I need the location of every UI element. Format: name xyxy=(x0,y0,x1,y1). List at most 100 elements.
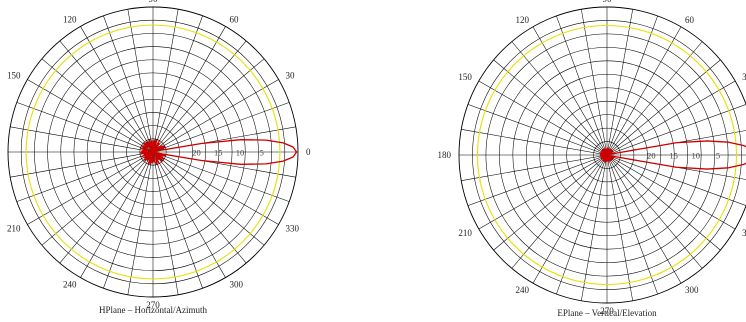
grid-spoke xyxy=(152,151,179,295)
grid-spoke xyxy=(152,151,247,264)
grid-spoke xyxy=(606,154,721,251)
grid-spoke xyxy=(152,151,290,202)
grid-spoke xyxy=(152,58,265,153)
grid-spoke xyxy=(478,80,608,156)
grid-spoke xyxy=(59,40,154,153)
grid-spoke xyxy=(478,154,608,230)
grid-spoke xyxy=(606,15,658,156)
grid-spoke xyxy=(532,154,608,284)
grid-spoke xyxy=(152,151,203,289)
angle-tick-label: 300 xyxy=(685,285,699,295)
grid-spoke xyxy=(152,9,179,153)
radial-tick-label: 15 xyxy=(669,151,678,161)
angle-tick-label: 150 xyxy=(458,72,472,82)
angle-tick-label: 60 xyxy=(230,15,240,25)
grid-spoke xyxy=(80,151,154,278)
pattern-center xyxy=(603,151,611,159)
grid-spoke xyxy=(606,80,736,156)
grid-spoke xyxy=(103,151,154,289)
grid-spoke xyxy=(152,26,226,153)
grid-spoke xyxy=(606,104,746,156)
radiation-pattern-line xyxy=(140,139,298,165)
grid-spoke xyxy=(16,102,154,153)
angle-tick-label: 240 xyxy=(516,285,530,295)
radial-tick-label: 5 xyxy=(716,151,720,161)
grid-spoke xyxy=(461,154,608,181)
grid-spoke xyxy=(467,154,608,206)
angle-tick-label: 210 xyxy=(7,224,21,234)
angle-tick-label: 30 xyxy=(286,71,296,81)
radial-tick-label: 10 xyxy=(692,151,701,161)
angle-tick-label: 270 xyxy=(600,306,614,316)
grid-spoke xyxy=(127,9,154,153)
grid-spoke xyxy=(606,154,736,230)
grid-spoke xyxy=(27,79,154,153)
grid-spoke xyxy=(152,40,247,153)
grid-spoke xyxy=(41,151,154,246)
angle-tick-label: 180 xyxy=(438,150,452,160)
chart-caption: EPlane – Vertical/Elevation xyxy=(557,308,657,318)
grid-spoke xyxy=(606,154,746,206)
angle-tick-label: 180 xyxy=(0,147,1,157)
grid-spoke xyxy=(493,154,608,251)
grid-spoke xyxy=(10,151,154,178)
angle-tick-label: 0 xyxy=(306,147,311,157)
grid-spoke xyxy=(606,154,703,269)
chart-caption: HPlane – Horizontal/Azimuth xyxy=(99,305,207,315)
angle-tick-label: 330 xyxy=(286,224,300,234)
grid-spoke xyxy=(152,102,290,153)
eplane-polar-chart: 30 60 90 120 150 180 210 240 270 300 330 20 15 10 5 EPl… xyxy=(438,0,746,318)
radial-tick-label: 10 xyxy=(236,148,245,158)
reference-ring xyxy=(25,24,281,280)
angle-tick-label: 90 xyxy=(603,0,613,4)
grid-spoke xyxy=(606,154,682,284)
grid-spoke xyxy=(152,151,226,278)
pattern-center xyxy=(149,148,157,156)
grid-spoke xyxy=(152,15,203,153)
grid-spoke xyxy=(152,151,265,246)
grid-spoke xyxy=(152,151,279,225)
grid-spoke xyxy=(606,9,633,156)
grid-spoke xyxy=(467,104,608,156)
grid-spoke xyxy=(127,151,154,295)
angle-tick-label: 150 xyxy=(7,71,21,81)
angle-tick-label: 330 xyxy=(742,228,746,238)
angle-tick-label: 300 xyxy=(230,280,244,290)
angle-tick-label: 120 xyxy=(516,15,530,25)
angle-tick-label: 240 xyxy=(63,280,77,290)
grid-spoke xyxy=(461,129,608,156)
grid-spoke xyxy=(556,15,608,156)
radial-tick-label: 20 xyxy=(192,148,201,158)
grid-spoke xyxy=(493,59,608,156)
angle-tick-label: 270 xyxy=(146,300,160,310)
grid-spoke xyxy=(10,126,154,153)
angle-tick-label: 30 xyxy=(742,72,746,82)
grid-spoke xyxy=(581,9,608,156)
radial-tick-label: 5 xyxy=(260,148,264,158)
radial-tick-label: 20 xyxy=(647,151,656,161)
hplane-polar-chart: 0 30 60 90 120 150 180 210 240 270 300 330 20 15 10 5 HP… xyxy=(0,0,311,315)
reference-ring xyxy=(476,24,738,286)
grid-spoke xyxy=(606,154,633,301)
grid-spoke xyxy=(532,26,608,156)
grid-spoke xyxy=(606,59,721,156)
angle-tick-label: 120 xyxy=(63,15,77,25)
grid-spoke xyxy=(511,41,608,156)
angle-tick-label: 90 xyxy=(149,0,159,4)
grid-spoke xyxy=(41,58,154,153)
grid-spoke xyxy=(606,41,703,156)
grid-spoke xyxy=(16,151,154,202)
grid-spoke xyxy=(103,15,154,153)
grid-spoke xyxy=(581,154,608,301)
radiation-pattern-line xyxy=(599,140,746,170)
grid-spoke xyxy=(80,26,154,153)
grid-spoke xyxy=(511,154,608,269)
grid-spoke xyxy=(556,154,608,295)
angle-tick-label: 210 xyxy=(458,228,472,238)
grid-spoke xyxy=(59,151,154,264)
grid-spoke xyxy=(606,154,658,295)
grid-spoke xyxy=(152,79,279,153)
radial-tick-label: 15 xyxy=(214,148,223,158)
angle-tick-label: 60 xyxy=(685,15,695,25)
